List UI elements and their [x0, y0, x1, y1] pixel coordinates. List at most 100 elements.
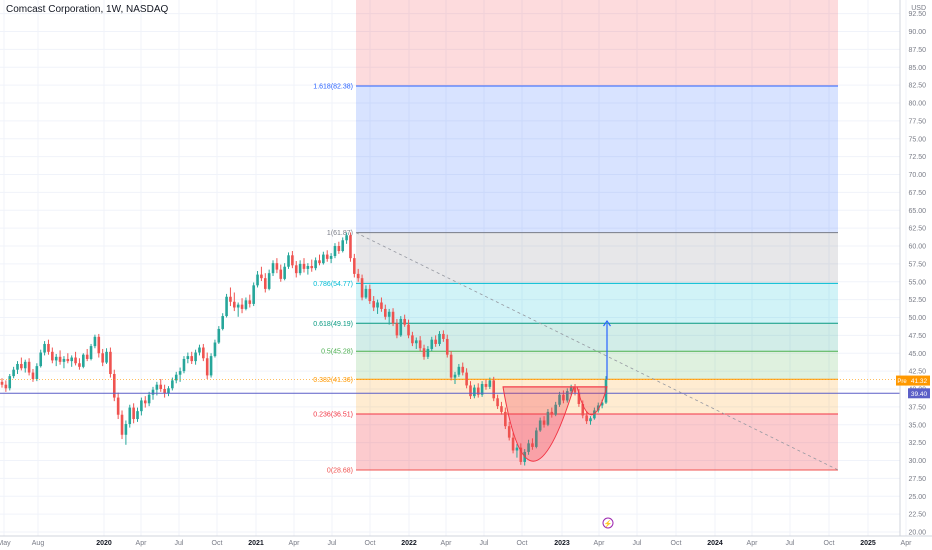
candle-body [384, 308, 387, 317]
candle-body [558, 394, 561, 405]
x-tick-label: Apr [901, 540, 913, 547]
candle-body [473, 387, 476, 397]
x-tick-label: Oct [212, 540, 223, 547]
y-tick-label: 27.50 [908, 476, 926, 483]
x-tick-label: 2025 [860, 540, 876, 547]
candle-body [411, 335, 414, 344]
candle-body [291, 255, 294, 266]
candle-body [248, 300, 252, 304]
candle-body [213, 342, 217, 357]
x-tick-label: Oct [824, 540, 835, 547]
candle-body [480, 383, 484, 395]
candle-body [171, 380, 174, 389]
candle-body [600, 402, 604, 406]
candle-body [399, 318, 403, 336]
y-tick-label: 45.00 [908, 351, 926, 358]
candle-body [345, 235, 348, 241]
candle-body [225, 296, 228, 317]
x-tick-label: 2022 [401, 540, 417, 547]
time-axis[interactable]: May Aug 2020 Apr Jul Oct 2021 Apr Jul Oct 2022 Apr J… [0, 535, 932, 547]
candle-body [302, 263, 306, 269]
currency-label: USD [911, 5, 926, 12]
candle-body [461, 366, 465, 373]
chart-title: Comcast Corporation, 1W, NASDAQ [6, 4, 169, 15]
pre-price-text: 41.32 [911, 378, 928, 385]
fib-level-label: 0(28.68) [327, 467, 353, 474]
y-tick-label: 85.00 [908, 65, 926, 72]
candle-body [349, 235, 352, 259]
candle-body [186, 356, 190, 359]
candle-body [577, 392, 581, 405]
candle-body [414, 340, 418, 344]
current-price-text: 39.40 [911, 391, 928, 398]
candle-body [78, 363, 81, 367]
candle-body [58, 356, 62, 362]
candle-body [585, 415, 588, 422]
candle-body [8, 376, 12, 389]
pre-price-badge [908, 375, 930, 386]
candle-body [178, 371, 182, 375]
candle-body [136, 411, 139, 420]
y-tick-label: 60.00 [908, 244, 926, 251]
candle-body [174, 374, 178, 381]
y-tick-label: 92.50 [908, 11, 926, 18]
candle-body [182, 358, 186, 372]
candle-body [39, 352, 43, 367]
y-tick-label: 30.00 [908, 458, 926, 465]
candle-body [372, 301, 375, 308]
candle-body [51, 351, 54, 361]
candle-body [198, 347, 201, 353]
candle-body [147, 394, 151, 404]
fib-level-label: 0.618(49.19) [313, 321, 353, 328]
candle-body [294, 265, 298, 274]
candle-body [581, 404, 585, 416]
candle-body [442, 333, 445, 339]
candle-body [240, 304, 244, 309]
price-axis[interactable]: USD 20.00 22.50 25.00 27.50 30.00 32.50 35.00 37… [899, 0, 926, 537]
candle-body [124, 424, 128, 435]
fibonacci-retracement[interactable]: 0(28.68) 0.236(36.51) 0.382(41.36) 0.5(45.2… [313, 0, 838, 474]
candle-body [554, 404, 557, 415]
candle-body [306, 266, 310, 269]
candle-body [128, 407, 132, 425]
drawing-annotations[interactable]: ⚡ [0, 232, 900, 529]
candle-body [465, 372, 468, 386]
candle-body [484, 383, 488, 387]
y-tick-label: 37.50 [908, 404, 926, 411]
fib-band [356, 85, 838, 233]
candle-body [325, 254, 329, 259]
x-tick-label: 2023 [554, 540, 570, 547]
candle-body [252, 285, 255, 304]
x-tick-label: Apr [441, 540, 453, 547]
candle-body [395, 323, 399, 336]
candle-body [283, 266, 286, 279]
candle-body [565, 391, 569, 401]
candle-body [542, 420, 546, 425]
x-tick-label: Apr [136, 540, 148, 547]
candle-body [318, 260, 321, 264]
y-tick-label: 67.50 [908, 190, 926, 197]
x-tick-label: 2021 [248, 540, 264, 547]
candle-body [573, 387, 577, 393]
fib-band-extension [356, 0, 838, 86]
fib-band [356, 351, 838, 380]
x-tick-label: Jul [786, 540, 795, 547]
candle-body [267, 273, 271, 289]
handle-shape [576, 386, 608, 416]
candle-body [43, 343, 46, 353]
y-tick-label: 35.00 [908, 422, 926, 429]
candle-body [418, 340, 422, 349]
candle-body [66, 358, 70, 362]
candlestick-series [0, 232, 608, 466]
candle-body [426, 348, 430, 357]
y-tick-label: 42.50 [908, 369, 926, 376]
candle-body [140, 400, 143, 412]
candle-body [333, 246, 337, 257]
fib-level-label: 0.236(36.51) [313, 411, 353, 418]
candle-body [535, 430, 538, 447]
candle-body [244, 300, 248, 309]
candle-body [202, 347, 205, 359]
candle-body [271, 263, 275, 274]
candle-body [569, 387, 573, 392]
